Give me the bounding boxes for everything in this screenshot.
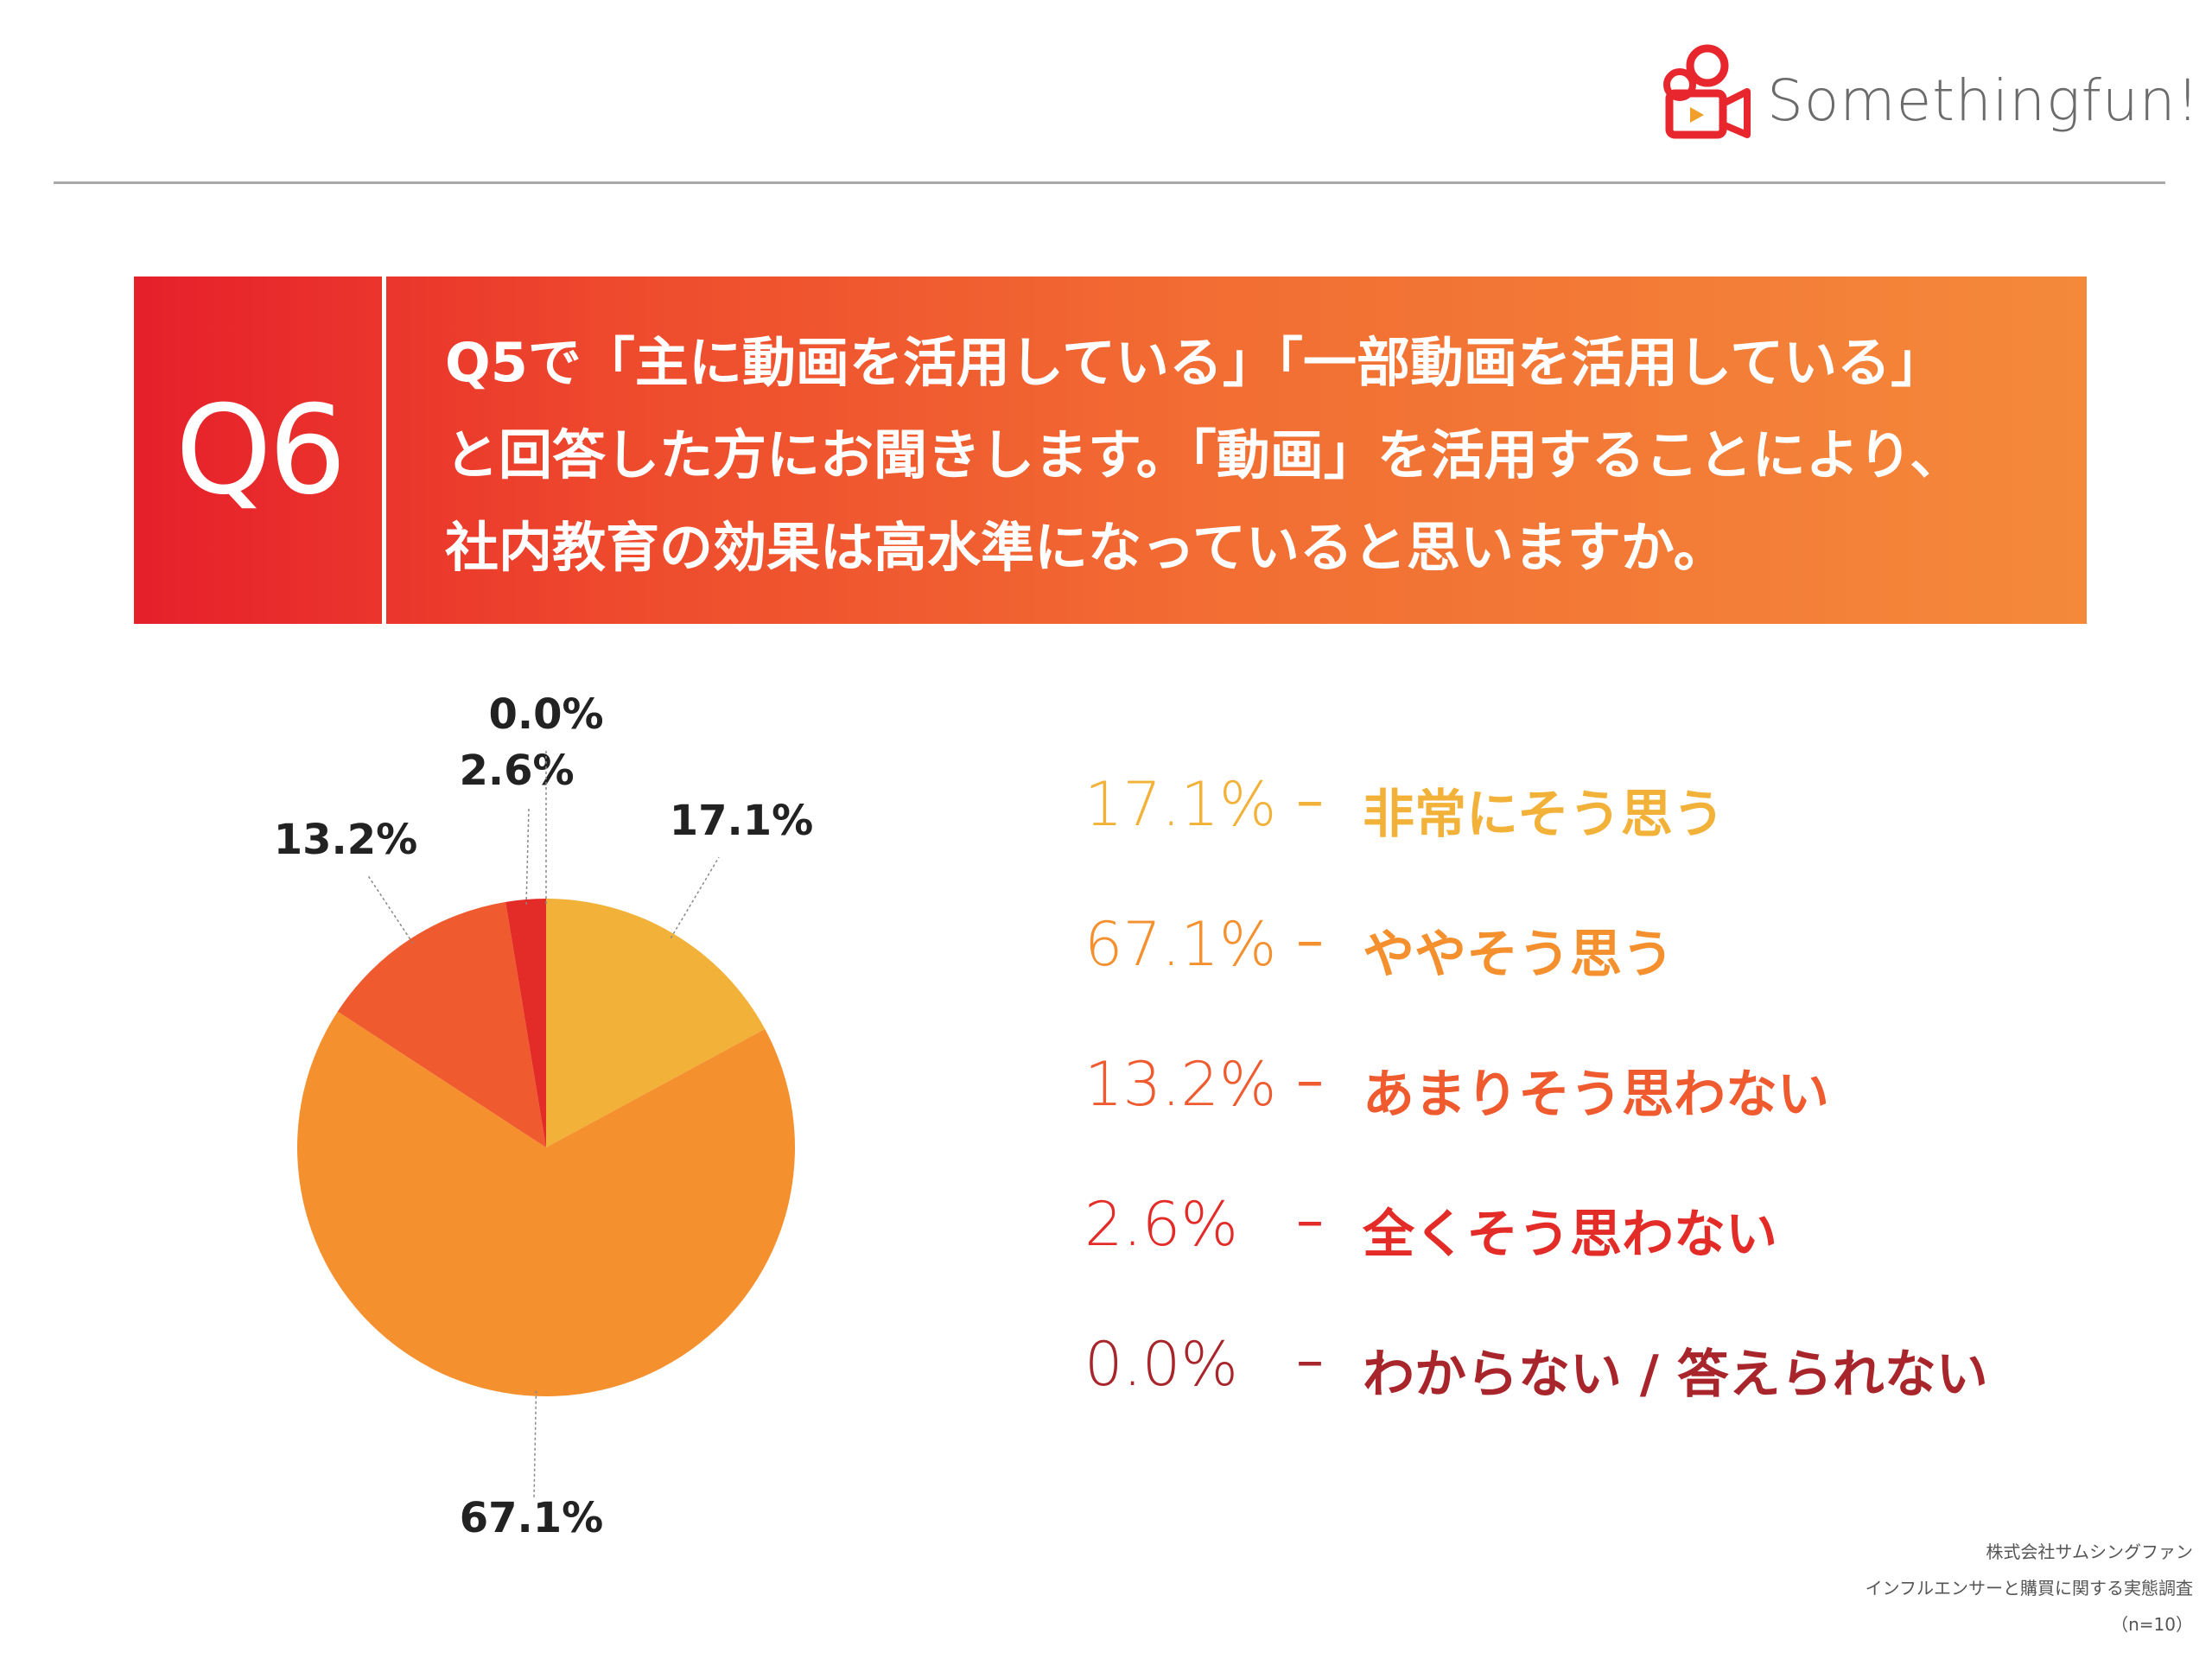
pie-slice: [505, 899, 546, 1147]
legend-label: 全くそう思わない: [1363, 1205, 1777, 1265]
legend-label: 非常にそう思う: [1363, 785, 1725, 845]
pie-data-label: 2.6%: [459, 747, 574, 795]
pie-slice: [297, 1011, 796, 1396]
question-divider: [382, 276, 386, 624]
question-line: と回答した方にお聞きします。「動画」を活用することにより、: [445, 423, 1964, 486]
legend-percent: 2.6%: [1084, 1189, 1238, 1260]
legend-percent: 0.0%: [1084, 1329, 1238, 1400]
legend-dash: –: [1296, 1329, 1324, 1393]
legend-dash: –: [1296, 1189, 1324, 1253]
question-text: Q5で「主に動画を活用している」「一部動画を活用している」 と回答した方にお聞き…: [445, 316, 2061, 594]
footer-survey: インフルエンサーと購買に関する実態調査: [1865, 1578, 2193, 1599]
legend-dash: –: [1296, 1049, 1324, 1113]
question-line: Q5で「主に動画を活用している」「一部動画を活用している」: [445, 331, 1945, 394]
legend-label: わからない / 答えられない: [1363, 1344, 1988, 1405]
pie-data-label: 0.0%: [488, 690, 603, 739]
leader-line: [533, 1390, 537, 1500]
legend-percent: 67.1%: [1084, 909, 1277, 980]
footer-sample: （n=10）: [2111, 1614, 2193, 1635]
pie-data-label: 13.2%: [274, 816, 418, 864]
header-divider: [54, 181, 2165, 184]
legend-label: あまりそう思わない: [1363, 1065, 1829, 1125]
logo-icon: [1663, 44, 1751, 139]
pie-slice: [337, 901, 546, 1147]
pie-data-label: 17.1%: [670, 797, 814, 845]
pie-data-label: 67.1%: [460, 1494, 604, 1542]
legend-dash: –: [1296, 909, 1324, 973]
legend-dash: –: [1296, 769, 1324, 833]
footer-company: 株式会社サムシングファン: [1986, 1541, 2193, 1562]
footer-source: 株式会社サムシングファン インフルエンサーと購買に関する実態調査 （n=10）: [1866, 1534, 2193, 1643]
question-number: Q6: [175, 378, 346, 522]
leader-line: [525, 807, 530, 905]
leader-line: [366, 874, 414, 944]
pie-slice: [546, 899, 766, 1147]
question-line: 社内教育の効果は高水準になっていると思いますか。: [445, 516, 1727, 579]
legend-percent: 17.1%: [1084, 769, 1277, 840]
legend-label: ややそう思う: [1363, 925, 1674, 985]
question-banner: Q6 Q5で「主に動画を活用している」「一部動画を活用している」 と回答した方に…: [134, 276, 2087, 624]
leader-line: [670, 856, 720, 939]
legend-percent: 13.2%: [1084, 1049, 1277, 1120]
logo-wordmark: Somethingfun!: [1767, 67, 2201, 134]
